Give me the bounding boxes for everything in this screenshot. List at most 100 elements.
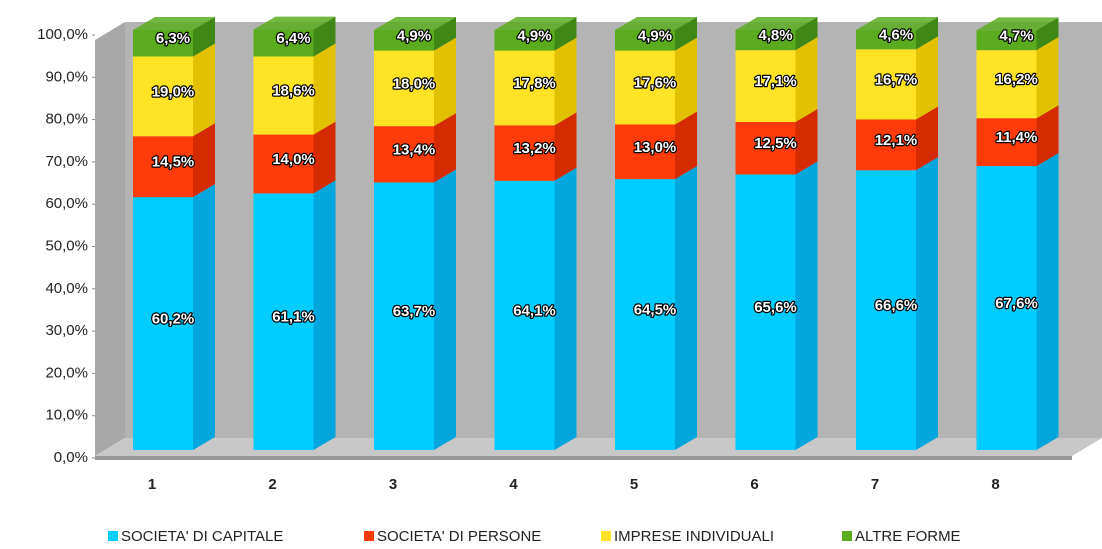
bar-side [1036, 17, 1059, 51]
value-label: 12,1% [875, 132, 918, 149]
value-label: 60,2% [152, 311, 195, 328]
bar-segment [253, 193, 314, 450]
y-tick-label: 30,0% [45, 322, 88, 339]
bar-segment [374, 30, 434, 51]
x-tick-label: 5 [630, 476, 638, 493]
value-label: 63,7% [393, 303, 436, 320]
bar-top [253, 16, 336, 30]
value-label: 12,5% [754, 135, 797, 152]
y-tick-label: 80,0% [45, 111, 88, 128]
bar-segment [615, 124, 675, 180]
value-label: 4,9% [638, 27, 672, 44]
bar-top [856, 17, 938, 30]
bar-side [795, 108, 818, 175]
bar-side [554, 167, 577, 450]
bar-segment [856, 119, 916, 171]
bar-segment [856, 49, 916, 120]
bar-top [494, 17, 577, 30]
y-tick-label: 50,0% [45, 237, 88, 254]
bar-side [795, 161, 818, 451]
bar-side [434, 113, 456, 183]
bar-segment [133, 56, 193, 137]
x-tick-label: 8 [991, 476, 999, 493]
bar-side [554, 17, 577, 51]
value-label: 64,1% [513, 302, 556, 319]
y-tick-label: 40,0% [45, 280, 88, 297]
value-label: 67,6% [995, 295, 1038, 312]
bar-side [916, 36, 938, 120]
bar-side [193, 43, 215, 137]
bar-segment [856, 170, 916, 450]
bar-top [735, 17, 818, 30]
value-label: 4,9% [517, 27, 551, 44]
bar-side [313, 43, 336, 135]
bar-top [374, 17, 456, 30]
bar-segment [494, 50, 555, 126]
bar-segment [374, 50, 434, 127]
value-label: 14,5% [152, 154, 195, 171]
bar-side [434, 37, 456, 127]
y-tick-label: 100,0% [37, 26, 88, 43]
value-label: 61,1% [272, 309, 315, 326]
y-tick-label: 10,0% [45, 407, 88, 424]
bar-side [675, 166, 697, 450]
bar-side [1036, 153, 1059, 450]
value-label: 65,6% [754, 299, 797, 316]
legend-swatch [842, 531, 852, 541]
bar-segment [253, 56, 314, 135]
bar-side [554, 37, 577, 126]
value-label: 66,6% [875, 297, 918, 314]
bar-side [795, 37, 818, 122]
bar-side [1036, 105, 1059, 167]
bar-segment [133, 30, 193, 57]
value-label: 16,2% [995, 71, 1038, 88]
bar-top [976, 17, 1059, 31]
legend-label: SOCIETA' DI PERSONE [377, 528, 541, 545]
bar-segment [976, 50, 1037, 119]
bar-side [434, 17, 456, 51]
bar-side [313, 16, 336, 57]
bar-segment [976, 30, 1037, 51]
bar-side [916, 106, 938, 171]
side-wall [95, 22, 125, 456]
value-label: 13,4% [393, 141, 436, 158]
bar-side [795, 17, 818, 51]
x-tick-label: 7 [871, 476, 879, 493]
value-label: 4,6% [879, 27, 913, 44]
bar-segment [374, 182, 434, 450]
bar-segment [133, 136, 193, 198]
bar-top [133, 17, 215, 30]
bar-segment [735, 174, 796, 451]
legend-label: ALTRE FORME [855, 528, 961, 545]
bar-side [193, 123, 215, 198]
floor [95, 438, 1102, 456]
bar-side [916, 157, 938, 450]
bar-segment [133, 197, 193, 450]
bar-side [916, 17, 938, 50]
bar-segment [374, 126, 434, 183]
y-tick-label: 70,0% [45, 153, 88, 170]
value-label: 6,4% [276, 30, 310, 47]
bar-segment [735, 50, 796, 122]
floor-edge [95, 456, 1072, 460]
bar-side [554, 112, 577, 181]
bar-segment [615, 50, 675, 125]
x-tick-label: 4 [509, 476, 518, 493]
value-label: 18,0% [393, 75, 436, 92]
bar-side [675, 111, 697, 180]
y-tick-label: 90,0% [45, 68, 88, 85]
value-label: 17,6% [634, 75, 677, 92]
value-label: 13,2% [513, 140, 556, 157]
x-tick-label: 6 [750, 476, 758, 493]
value-label: 6,3% [156, 30, 190, 47]
bar-segment [494, 30, 555, 51]
bar-segment [494, 180, 555, 450]
x-tick-label: 3 [389, 476, 397, 493]
y-tick-label: 0,0% [54, 449, 88, 466]
value-label: 64,5% [634, 302, 677, 319]
bar-side [193, 17, 215, 57]
value-label: 4,8% [758, 27, 792, 44]
value-label: 4,9% [397, 27, 431, 44]
bar-side [434, 169, 456, 450]
